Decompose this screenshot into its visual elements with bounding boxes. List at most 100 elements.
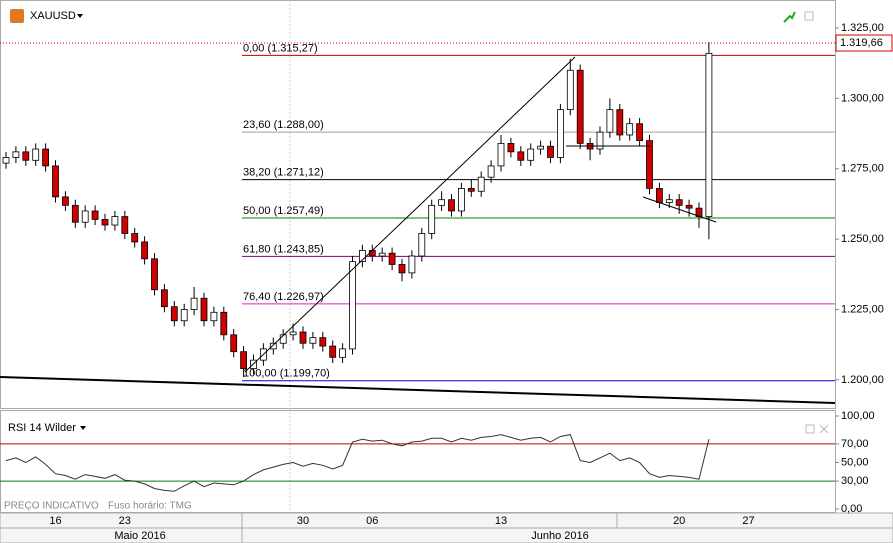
- close-icon[interactable]: [819, 424, 829, 434]
- dropdown[interactable]: [80, 426, 86, 430]
- candle-body: [269, 342, 277, 350]
- candle-body: [319, 337, 327, 347]
- candle-body: [141, 241, 149, 260]
- candle-body: [62, 196, 69, 206]
- y-tick-label: 30,00: [841, 475, 869, 487]
- candle-body: [200, 297, 208, 322]
- trendline: [642, 196, 717, 223]
- candle-body: [398, 264, 406, 274]
- candle-body: [210, 311, 218, 322]
- candle-body: [368, 249, 376, 257]
- month-row: [0, 527, 893, 543]
- candle-body: [2, 157, 10, 164]
- dropdown[interactable]: [77, 14, 83, 18]
- x-tick-label: 23: [119, 515, 131, 527]
- candle-body: [675, 199, 683, 206]
- x-tick-label: 27: [742, 515, 754, 527]
- trendline: [0, 376, 836, 404]
- price-panel: [0, 0, 836, 409]
- x-tick-label: 16: [49, 515, 61, 527]
- candle-body: [131, 233, 139, 243]
- last-price-label: 1.319,66: [840, 37, 883, 49]
- level-label: 50,00 (1.257,49): [243, 205, 324, 217]
- candle-body: [636, 123, 643, 141]
- window-icon[interactable]: [804, 11, 814, 21]
- month-label: Maio 2016: [114, 530, 165, 542]
- candle-body: [309, 337, 317, 344]
- candle-body: [408, 255, 416, 274]
- date-row: [0, 512, 893, 529]
- level-label: 38,20 (1.271,12): [243, 167, 324, 179]
- y-tick-label: 1.275,00: [841, 163, 884, 175]
- candle-body: [497, 143, 505, 167]
- rsi-title[interactable]: RSI 14 Wilder: [8, 422, 76, 434]
- candle-body: [240, 351, 248, 369]
- candle-body: [101, 219, 109, 226]
- candle-body: [547, 145, 554, 158]
- candle-body: [418, 233, 426, 257]
- y-tick-label: 1.200,00: [841, 374, 884, 386]
- candle-body: [151, 258, 158, 291]
- candle-body: [71, 204, 79, 223]
- y-tick-label: 1.250,00: [841, 233, 884, 245]
- candle-body: [527, 148, 535, 161]
- candle-body: [537, 145, 544, 150]
- candle-body: [349, 261, 356, 350]
- y-tick-label: 0,00: [841, 503, 862, 515]
- candle-body: [170, 306, 178, 322]
- marks: 1.200,00 1.225,00 1.250,00 1.275,00 1.300,00…: [0, 22, 893, 542]
- candle-body: [299, 331, 307, 344]
- candle-body: [576, 69, 584, 144]
- trendline: [244, 56, 576, 373]
- level-label: 76,40 (1.226,97): [243, 291, 324, 303]
- symbol-icon: [10, 9, 24, 23]
- candle-body: [596, 131, 604, 150]
- candle-body: [358, 249, 366, 263]
- window-icon[interactable]: [805, 424, 815, 434]
- candle-body: [190, 297, 198, 310]
- candle-body: [665, 199, 673, 203]
- candle-body: [705, 52, 713, 217]
- candle-body: [487, 165, 495, 178]
- trend-icon[interactable]: [783, 11, 796, 23]
- candle-body: [477, 176, 485, 192]
- level-label: 100,00 (1.199,70): [243, 368, 330, 380]
- candle-body: [121, 216, 129, 234]
- y-tick-label: 1.225,00: [841, 303, 884, 315]
- footer-timezone: Fuso horário: TMG: [108, 501, 192, 512]
- candle-body: [626, 123, 634, 136]
- candle-body: [160, 289, 168, 308]
- candle-body: [378, 252, 386, 257]
- level-label: 61,80 (1.243,85): [243, 243, 324, 255]
- candle-body: [220, 311, 228, 336]
- candle-body: [329, 345, 337, 358]
- candle-body: [428, 204, 436, 234]
- candle-body: [606, 109, 614, 133]
- candle-body: [438, 199, 446, 206]
- candle-body: [111, 216, 119, 226]
- x-tick-label: 06: [366, 515, 378, 527]
- y-tick-label: 1.300,00: [841, 92, 884, 104]
- level-label: 0,00 (1.315,27): [243, 42, 318, 54]
- candle-body: [12, 151, 20, 158]
- candle-body: [457, 188, 465, 212]
- candle-body: [339, 348, 347, 358]
- symbol[interactable]: XAUUSD: [30, 10, 76, 22]
- candle-body: [230, 334, 238, 353]
- candle-body: [467, 188, 475, 192]
- candle-body: [81, 210, 89, 223]
- candle-body: [22, 151, 30, 161]
- month-label: Junho 2016: [531, 530, 589, 542]
- candle-body: [91, 210, 99, 220]
- candle-body: [289, 331, 297, 336]
- candle-body: [685, 204, 693, 209]
- candle-body: [52, 165, 59, 198]
- level-label: 23,60 (1.288,00): [243, 119, 324, 131]
- y-tick-label: 1.325,00: [841, 22, 884, 34]
- candle-body: [646, 140, 653, 189]
- candle-body: [557, 109, 564, 158]
- candle-body: [507, 143, 515, 153]
- x-tick-label: 13: [495, 515, 507, 527]
